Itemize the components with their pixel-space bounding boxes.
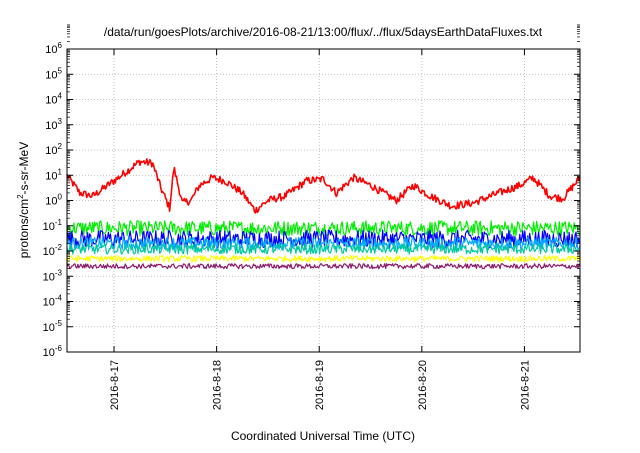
y-tick-base: 10 (43, 246, 55, 258)
y-tick-label: 10-3 (43, 268, 63, 283)
y-tick-exponent: -2 (55, 243, 63, 252)
series-line-1 (66, 158, 581, 214)
series-line-4 (66, 236, 581, 251)
y-tick-exponent: 0 (58, 193, 63, 202)
y-tick-label: 101 (45, 167, 62, 182)
x-tick-label: 2016-8-21 (519, 360, 531, 410)
y-tick-base: 10 (43, 347, 55, 359)
grid (67, 49, 580, 352)
y-tick-label: 10-2 (43, 243, 63, 258)
y-tick-base: 10 (43, 221, 55, 233)
y-axis-label-part-2: -s-sr-MeV (17, 142, 31, 195)
y-tick-base: 10 (45, 170, 57, 182)
y-tick-label: 10-5 (43, 319, 63, 334)
y-tick-base: 10 (45, 95, 57, 107)
y-tick-exponent: -6 (55, 344, 63, 353)
y-tick-label: 100 (45, 193, 62, 208)
y-tick-exponent: 4 (58, 92, 63, 101)
y-axis-label: protons/cm2-s-sr-MeV (16, 142, 31, 258)
y-tick-exponent: -5 (55, 319, 63, 328)
y-tick-base: 10 (45, 196, 57, 208)
y-tick-base: 10 (43, 322, 55, 334)
series-group (66, 158, 581, 270)
y-tick-base: 10 (45, 44, 57, 56)
series-line-6 (66, 255, 581, 263)
y-tick-exponent: 3 (58, 117, 63, 126)
x-tick-label: 2016-8-18 (212, 360, 224, 410)
y-tick-labels: 10610510410310210110010-110-210-310-410-… (43, 41, 63, 359)
y-axis-label-part-1: protons/cm (17, 199, 31, 258)
y-tick-exponent: 1 (58, 167, 63, 176)
x-tick-label: 2016-8-17 (109, 360, 121, 410)
y-axis-label-superscript: 2 (16, 194, 25, 199)
y-tick-exponent: 5 (58, 66, 63, 75)
y-tick-base: 10 (45, 145, 57, 157)
y-tick-exponent: -4 (55, 294, 63, 303)
plot-frame (66, 48, 581, 353)
series-line-3 (66, 229, 581, 249)
x-tick-label: 2016-8-20 (417, 360, 429, 410)
y-tick-exponent: -3 (55, 268, 63, 277)
chart-title: /data/run/goesPlots/archive/2016-08-21/1… (104, 25, 543, 39)
x-tick-label: 2016-8-19 (314, 360, 326, 410)
series-line-5 (66, 243, 581, 255)
y-tick-label: 106 (45, 41, 62, 56)
y-tick-base: 10 (43, 271, 55, 283)
x-axis-label: Coordinated Universal Time (UTC) (231, 429, 415, 443)
series-line-7 (66, 263, 581, 270)
y-tick-exponent: 6 (58, 41, 63, 50)
y-tick-label: 10-6 (43, 344, 63, 359)
y-tick-label: 102 (45, 142, 62, 157)
y-tick-exponent: 2 (58, 142, 63, 151)
y-tick-base: 10 (43, 297, 55, 309)
axis-ticks (67, 24, 580, 353)
y-tick-base: 10 (45, 69, 57, 81)
y-tick-label: 104 (45, 92, 62, 107)
y-tick-label: 10-4 (43, 294, 63, 309)
x-tick-labels: 2016-8-17 2016-8-18 2016-8-19 2016-8-20 2016… (109, 360, 531, 410)
y-tick-label: 103 (45, 117, 62, 132)
y-tick-exponent: -1 (55, 218, 63, 227)
y-tick-label: 10-1 (43, 218, 63, 233)
y-tick-base: 10 (45, 120, 57, 132)
y-tick-label: 105 (45, 66, 62, 81)
series-line-2 (66, 220, 581, 237)
